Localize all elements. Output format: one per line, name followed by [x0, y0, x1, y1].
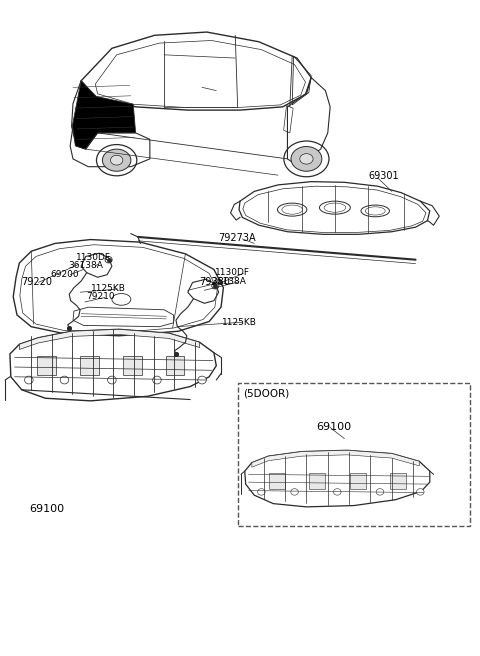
Ellipse shape — [60, 376, 69, 384]
Ellipse shape — [417, 489, 424, 495]
Ellipse shape — [102, 149, 131, 171]
Text: (5DOOR): (5DOOR) — [243, 388, 289, 398]
Polygon shape — [252, 450, 420, 467]
Text: 79280: 79280 — [200, 277, 230, 287]
Ellipse shape — [198, 376, 206, 384]
Text: 1130DF: 1130DF — [76, 253, 111, 262]
Text: 1125KB: 1125KB — [222, 318, 257, 327]
Text: 1130DF: 1130DF — [216, 268, 251, 277]
Ellipse shape — [300, 154, 313, 164]
Text: 79220: 79220 — [21, 277, 52, 287]
Bar — [390, 473, 406, 489]
Ellipse shape — [376, 489, 384, 495]
Bar — [349, 473, 366, 489]
Text: 79273A: 79273A — [219, 234, 256, 243]
Ellipse shape — [110, 155, 123, 165]
Text: 1125KB: 1125KB — [91, 285, 125, 293]
Ellipse shape — [291, 146, 322, 171]
Ellipse shape — [258, 489, 265, 495]
Text: 69200: 69200 — [50, 270, 79, 279]
Text: 69301: 69301 — [368, 171, 399, 182]
Ellipse shape — [24, 376, 33, 384]
Bar — [309, 473, 325, 489]
Bar — [80, 356, 99, 375]
Text: 69100: 69100 — [316, 422, 351, 432]
Text: 36138A: 36138A — [212, 277, 246, 285]
Bar — [37, 356, 56, 375]
Text: 79210: 79210 — [86, 293, 114, 301]
Ellipse shape — [291, 489, 299, 495]
Polygon shape — [72, 81, 136, 149]
Ellipse shape — [153, 376, 161, 384]
Polygon shape — [19, 329, 200, 350]
Ellipse shape — [334, 489, 341, 495]
Bar — [238, 383, 470, 526]
Bar — [166, 356, 184, 375]
Bar — [269, 473, 285, 489]
Text: 36138A: 36138A — [68, 261, 103, 270]
Bar — [123, 356, 142, 375]
Ellipse shape — [108, 376, 116, 384]
Text: 69100: 69100 — [29, 504, 64, 514]
